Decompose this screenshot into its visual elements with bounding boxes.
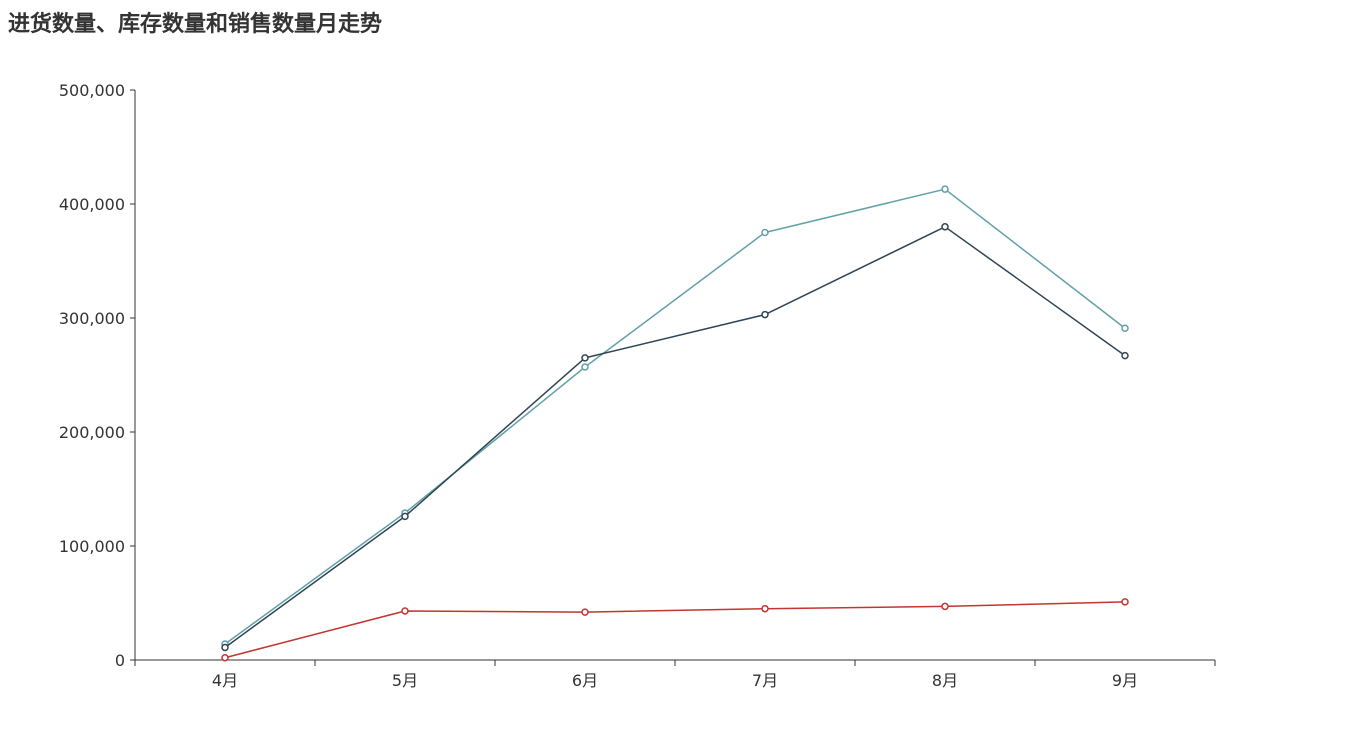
x-tick-label: 5月 — [392, 671, 418, 690]
series-line — [224, 601, 1126, 659]
y-tick-label: 400,000 — [59, 195, 125, 214]
series-1 — [221, 223, 1129, 652]
y-tick-label: 100,000 — [59, 537, 125, 556]
y-tick-label: 200,000 — [59, 423, 125, 442]
data-point[interactable] — [941, 185, 949, 193]
series-layer — [221, 185, 1129, 662]
data-point[interactable] — [221, 643, 229, 652]
data-point[interactable] — [581, 354, 589, 362]
series-line — [224, 188, 1126, 645]
data-point[interactable] — [941, 223, 949, 231]
data-point[interactable] — [761, 228, 769, 237]
data-point[interactable] — [1121, 351, 1129, 360]
series-0 — [221, 185, 1129, 648]
data-point[interactable] — [1121, 598, 1129, 606]
x-tick-label: 8月 — [932, 671, 958, 690]
x-tick-label: 7月 — [752, 671, 778, 690]
data-point[interactable] — [401, 607, 409, 615]
data-point[interactable] — [1121, 324, 1129, 333]
x-tick-label: 4月 — [212, 671, 238, 690]
y-axis: 0 100,000 200,000 300,000 400,000 500,000 — [59, 81, 136, 670]
y-tick-label: 500,000 — [59, 81, 125, 100]
data-point[interactable] — [221, 653, 229, 662]
y-tick-label: 0 — [115, 651, 125, 670]
data-point[interactable] — [761, 310, 769, 319]
series-line — [224, 226, 1126, 649]
data-point[interactable] — [581, 363, 589, 371]
data-point[interactable] — [761, 604, 769, 613]
x-tick-label: 6月 — [572, 671, 598, 690]
x-tick-label: 9月 — [1112, 671, 1138, 690]
data-point[interactable] — [401, 512, 409, 521]
chart-title: 进货数量、库存数量和销售数量月走势 — [8, 12, 383, 37]
data-point[interactable] — [581, 608, 589, 616]
x-axis: 4月 5月 6月 7月 8月 9月 — [134, 659, 1216, 690]
y-tick-label: 300,000 — [59, 309, 125, 328]
data-point[interactable] — [941, 602, 949, 611]
series-2 — [221, 598, 1129, 662]
